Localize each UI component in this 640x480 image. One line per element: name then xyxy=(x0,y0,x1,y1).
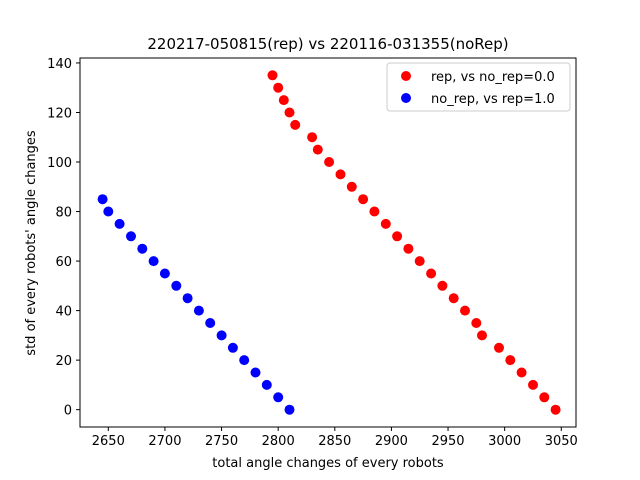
x-tick-label: 3000 xyxy=(488,434,521,449)
data-point xyxy=(539,392,550,403)
data-point xyxy=(403,243,414,254)
data-point xyxy=(307,132,318,143)
data-point xyxy=(505,355,516,366)
y-tick-label: 40 xyxy=(55,305,72,320)
x-tick-label: 2900 xyxy=(375,434,408,449)
plot-area: 2650 2700 2750 2800 2850 2900 2950 3000 3050 0 20 4… xyxy=(47,57,578,449)
data-point xyxy=(273,82,284,93)
legend-marker xyxy=(401,93,411,103)
y-tick-label: 60 xyxy=(55,255,72,270)
data-point xyxy=(284,404,295,415)
data-point xyxy=(369,206,380,217)
y-tick-label: 80 xyxy=(55,206,72,221)
data-point xyxy=(250,367,261,378)
plot-frame xyxy=(79,57,577,428)
legend-label: no_rep, vs rep=1.0 xyxy=(431,92,555,107)
data-point xyxy=(324,157,335,167)
y-axis-label: std of every robots' angle changes xyxy=(24,130,39,356)
legend-marker xyxy=(401,71,411,81)
x-tick-label: 2850 xyxy=(318,434,351,449)
data-point xyxy=(148,256,159,267)
data-point xyxy=(414,256,425,267)
x-tick-label: 2950 xyxy=(431,434,464,449)
data-point xyxy=(193,305,204,316)
data-point xyxy=(137,243,148,254)
data-point xyxy=(171,280,182,291)
data-point xyxy=(290,119,301,130)
x-axis-label: total angle changes of every robots xyxy=(212,456,444,471)
data-point xyxy=(392,231,403,242)
x-tick-label: 2700 xyxy=(148,434,181,449)
data-point xyxy=(159,268,170,279)
data-point xyxy=(380,218,391,229)
data-point xyxy=(261,379,272,390)
data-point xyxy=(460,305,470,316)
x-tick-label: 2650 xyxy=(92,434,125,449)
data-point xyxy=(267,70,278,81)
y-tick-label: 140 xyxy=(47,57,72,72)
data-point xyxy=(448,293,459,304)
y-tick-label: 20 xyxy=(55,354,72,369)
data-point xyxy=(494,342,504,353)
data-point xyxy=(516,367,527,378)
data-point xyxy=(477,330,487,341)
data-point xyxy=(126,231,136,242)
legend-box xyxy=(386,62,571,112)
data-point xyxy=(335,169,346,180)
data-point xyxy=(182,293,193,304)
data-point xyxy=(312,144,323,155)
data-point xyxy=(114,218,125,229)
data-point xyxy=(227,342,238,353)
x-tick-label: 2750 xyxy=(205,434,238,449)
data-point xyxy=(437,280,448,291)
legend-label: rep, vs no_rep=0.0 xyxy=(431,70,555,85)
data-point xyxy=(103,206,114,217)
data-point xyxy=(239,355,250,366)
data-point xyxy=(528,379,538,390)
data-point xyxy=(273,392,284,403)
data-point xyxy=(97,194,108,205)
data-point xyxy=(284,107,295,118)
data-point xyxy=(426,268,437,279)
y-tick-label: 0 xyxy=(64,404,72,419)
y-tick-label: 100 xyxy=(47,156,72,171)
chart-title: 220217-050815(rep) vs 220116-031355(noRe… xyxy=(147,35,508,53)
x-tick-label: 2800 xyxy=(262,434,295,449)
data-point xyxy=(205,318,216,328)
data-point xyxy=(471,318,482,328)
y-tick-label: 120 xyxy=(47,106,72,121)
data-point xyxy=(358,194,369,205)
data-point xyxy=(346,181,357,192)
x-tick-label: 3050 xyxy=(545,434,578,449)
data-point xyxy=(216,330,227,341)
legend: rep, vs no_rep=0.0 no_rep, vs rep=1.0 xyxy=(386,62,571,112)
data-point xyxy=(278,95,289,106)
data-point xyxy=(550,404,561,415)
